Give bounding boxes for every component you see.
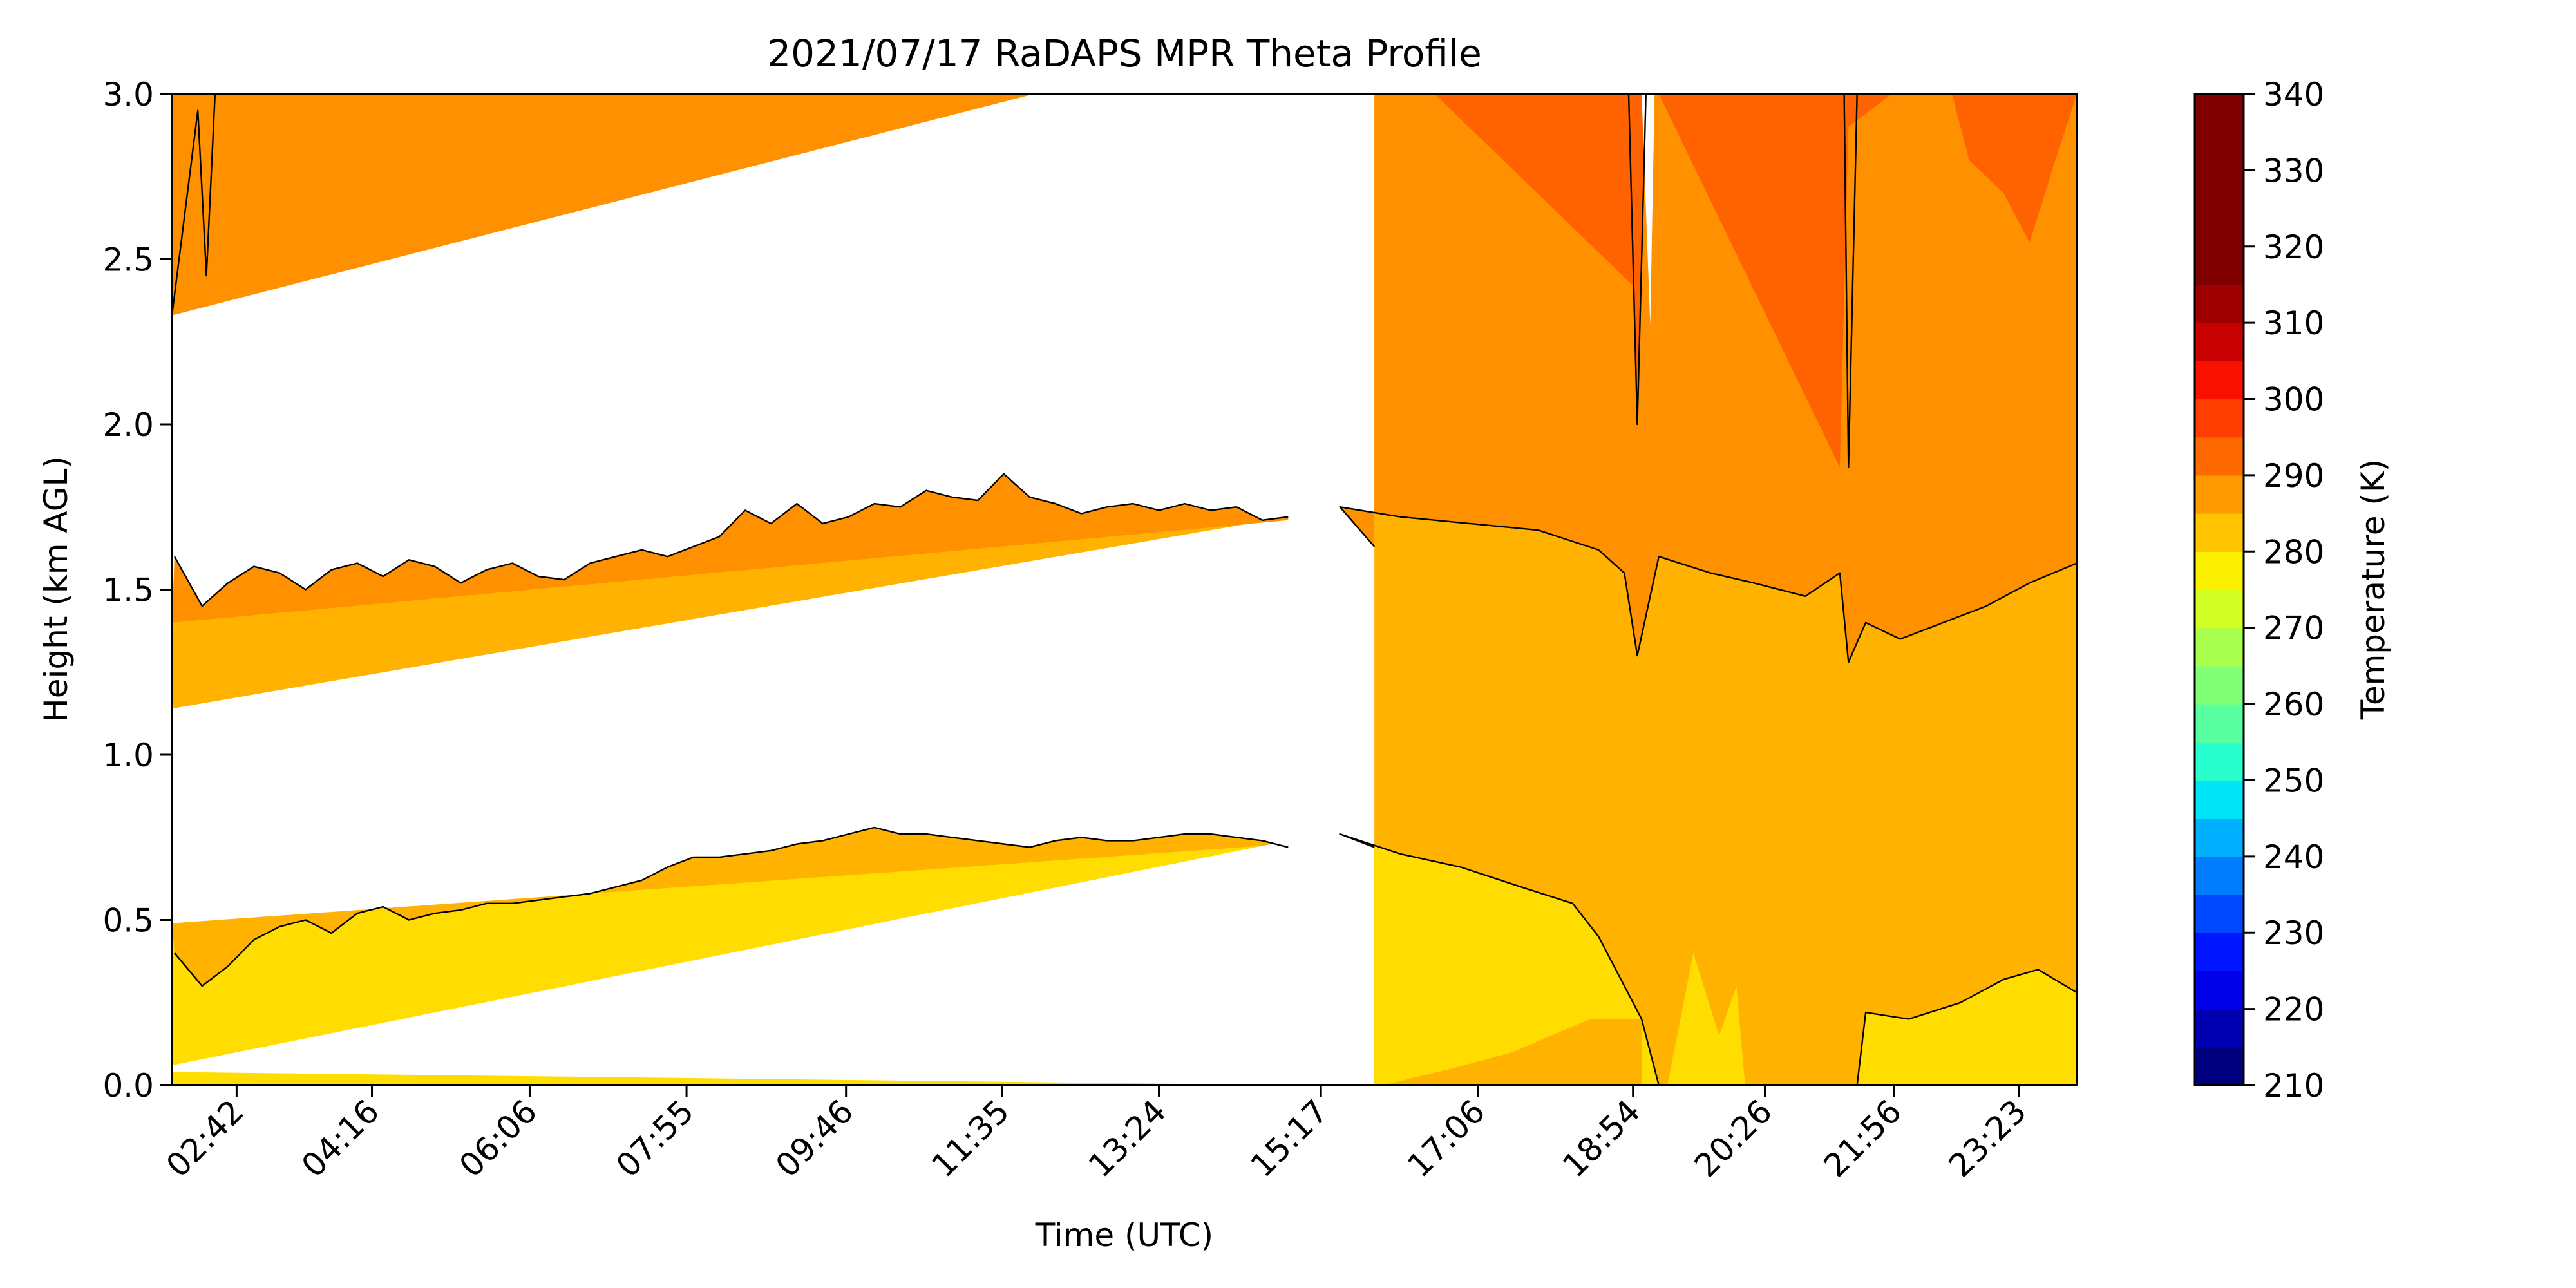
colorbar-segment xyxy=(2195,933,2244,972)
colorbar-segment xyxy=(2195,627,2244,667)
colorbar-segment xyxy=(2195,704,2244,743)
y-tick-label: 3.0 xyxy=(102,76,154,113)
colorbar-tick-label: 280 xyxy=(2263,533,2324,571)
colorbar-segment xyxy=(2195,742,2244,781)
y-axis: 0.0 0.5 1.0 1.5 2.0 2.5 3.0 xyxy=(102,76,172,1104)
colorbar-segment xyxy=(2195,818,2244,857)
band-305-310 xyxy=(172,473,1289,623)
contour-310K-drop-a xyxy=(1627,94,1647,426)
colorbar-tick-label: 270 xyxy=(2263,610,2324,647)
contour-300K-left xyxy=(174,826,1289,987)
colorbar-segment xyxy=(2195,246,2244,285)
band-310-315-b xyxy=(1658,94,1892,468)
band-surface-sliver xyxy=(172,1072,1289,1085)
colorbar-label: Temperature (K) xyxy=(2354,459,2392,720)
y-tick-label: 2.5 xyxy=(102,242,154,279)
colorbar-segment xyxy=(2195,208,2244,247)
y-tick-label: 1.0 xyxy=(102,737,154,774)
y-tick-label: 0.5 xyxy=(102,902,154,940)
contour-305K-right xyxy=(1339,506,2077,663)
y-tick-label: 2.0 xyxy=(102,406,154,444)
colorbar-segment xyxy=(2195,437,2244,476)
colorbar-segment xyxy=(2195,399,2244,438)
band-295-300-right xyxy=(1340,834,1659,1085)
colorbar-tick-label: 250 xyxy=(2263,762,2324,799)
colorbar-tick-label: 210 xyxy=(2263,1067,2324,1104)
colorbar-tick-label: 230 xyxy=(2263,914,2324,952)
colorbar-segment xyxy=(2195,895,2244,933)
colorbar-segment xyxy=(2195,170,2244,209)
colorbar-segment xyxy=(2195,284,2244,323)
colorbar-segment xyxy=(2195,1046,2244,1086)
colorbar-tick-label: 320 xyxy=(2263,229,2324,266)
no-data-lower xyxy=(172,840,1289,1085)
colorbar: 210 220 230 240 250 260 270 280 290 300 310 320 330 3… xyxy=(2193,76,2324,1104)
chart-title: 2021/07/17 RaDAPS MPR Theta Profile xyxy=(767,32,1482,75)
contour-305K-left xyxy=(173,473,1289,607)
colorbar-segment xyxy=(2195,665,2244,705)
colorbar-tick-label: 310 xyxy=(2263,305,2324,342)
colorbar-tick-label: 220 xyxy=(2263,991,2324,1028)
contour-fill-layer xyxy=(172,94,2077,1085)
colorbar-tick-label: 300 xyxy=(2263,381,2324,419)
contour-310K-spike xyxy=(172,94,216,316)
colorbar-segment xyxy=(2195,856,2244,895)
y-tick-label: 0.0 xyxy=(102,1067,154,1104)
colorbar-segment xyxy=(2195,323,2244,361)
contour-line-layer xyxy=(172,94,2077,1085)
colorbar-segment xyxy=(2195,589,2244,629)
band-310-315-c xyxy=(1951,94,2077,243)
colorbar-segment xyxy=(2195,780,2244,819)
colorbar-segment xyxy=(2195,94,2244,133)
colorbar-tick-label: 340 xyxy=(2263,76,2324,113)
colorbar-segment xyxy=(2195,551,2244,591)
colorbar-tick-label: 240 xyxy=(2263,838,2324,876)
y-tick-label: 1.5 xyxy=(102,572,154,609)
contour-300K-right xyxy=(1339,833,1660,1085)
band-295-300-pocket xyxy=(1667,952,1745,1085)
colorbar-segment xyxy=(2195,361,2244,400)
contour-300K-late xyxy=(1856,969,2077,1085)
colorbar-segment xyxy=(2195,971,2244,1010)
colorbar-segment xyxy=(2195,1009,2244,1048)
band-300-305 xyxy=(172,827,1289,987)
contour-310K-drop-b xyxy=(1843,94,1858,468)
band-300-305-ground xyxy=(1383,1019,1642,1085)
colorbar-tick-label: 290 xyxy=(2263,457,2324,495)
colorbar-frame xyxy=(2193,93,2245,1086)
band-305-310-right xyxy=(1340,94,2077,663)
colorbar-segment xyxy=(2195,513,2244,552)
colorbar-tick-label: 330 xyxy=(2263,152,2324,189)
y-axis-label: Height (km AGL) xyxy=(37,456,75,723)
band-295-300-late xyxy=(1857,969,2077,1085)
x-axis-label: Time (UTC) xyxy=(1035,1217,1213,1254)
band-295-300 xyxy=(172,827,1289,1066)
colorbar-segment xyxy=(2195,475,2244,514)
colorbar-segment xyxy=(2195,132,2244,171)
colorbar-tick-label: 260 xyxy=(2263,686,2324,723)
band-305-310-top xyxy=(172,94,1034,316)
band-310-315-a xyxy=(1434,94,1646,424)
